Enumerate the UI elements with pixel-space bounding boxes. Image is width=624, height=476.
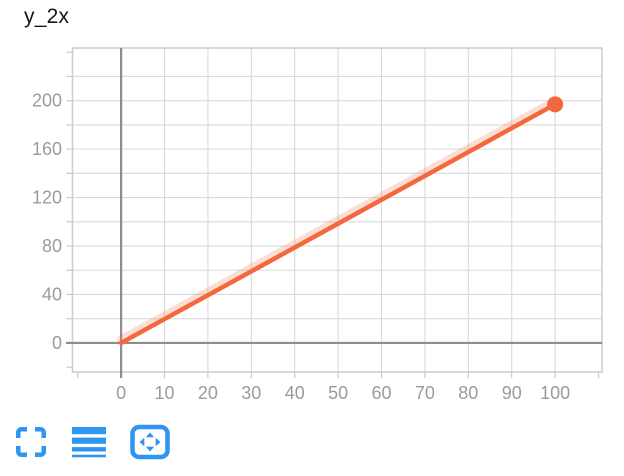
y-tick-label: 0 bbox=[52, 333, 62, 353]
endpoint-handle[interactable] bbox=[547, 96, 564, 113]
x-tick-label: 40 bbox=[285, 383, 305, 403]
y-tick-label: 120 bbox=[32, 188, 62, 208]
toolbar bbox=[14, 424, 170, 460]
x-tick-label: 80 bbox=[458, 383, 478, 403]
x-tick-label: 0 bbox=[116, 383, 126, 403]
line-weight-button[interactable] bbox=[72, 425, 106, 459]
fit-view-icon bbox=[130, 424, 170, 460]
fullscreen-corners-icon bbox=[16, 427, 46, 457]
x-tick-label: 100 bbox=[540, 383, 570, 403]
y-tick-label: 200 bbox=[32, 91, 62, 111]
y-tick-label: 160 bbox=[32, 139, 62, 159]
line-weight-icon bbox=[72, 427, 106, 458]
series-halo bbox=[116, 96, 560, 345]
x-tick-label: 30 bbox=[241, 383, 261, 403]
x-tick-label: 70 bbox=[415, 383, 435, 403]
x-tick-label: 50 bbox=[328, 383, 348, 403]
fit-view-button[interactable] bbox=[130, 424, 170, 460]
x-tick-label: 60 bbox=[372, 383, 392, 403]
chart-title: y_2x bbox=[24, 5, 70, 28]
y-tick-label: 80 bbox=[42, 236, 62, 256]
series-line bbox=[118, 102, 558, 346]
y-tick-label: 40 bbox=[42, 284, 62, 304]
fullscreen-button[interactable] bbox=[14, 425, 48, 459]
x-tick-label: 90 bbox=[502, 383, 522, 403]
x-tick-label: 10 bbox=[154, 383, 174, 403]
plot-border bbox=[71, 47, 603, 373]
x-tick-label: 20 bbox=[198, 383, 218, 403]
